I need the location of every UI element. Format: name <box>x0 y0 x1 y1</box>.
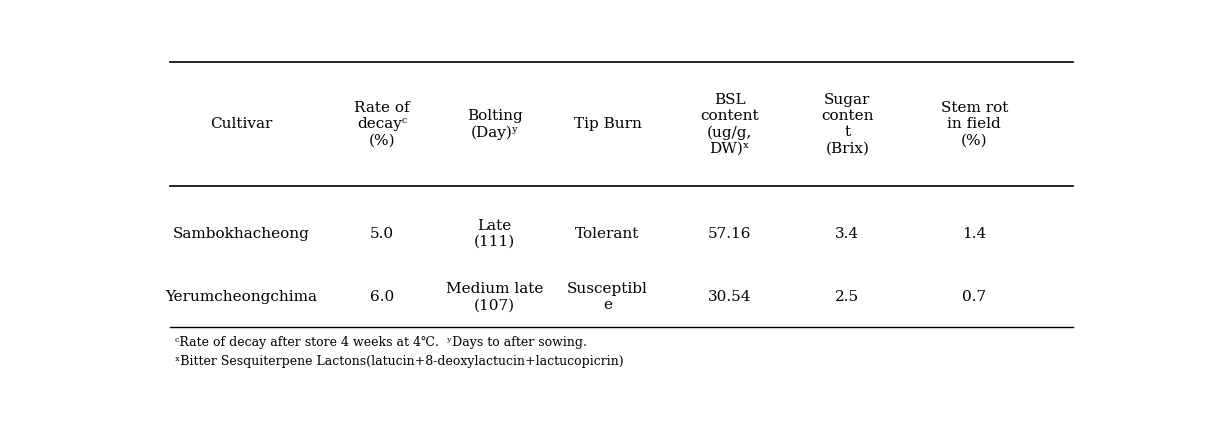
Text: Bolting
(Day)ʸ: Bolting (Day)ʸ <box>467 109 523 139</box>
Text: Late
(111): Late (111) <box>474 219 516 249</box>
Text: Rate of
decayᶜ
(%): Rate of decayᶜ (%) <box>354 101 410 148</box>
Text: ᶜRate of decay after store 4 weeks at 4℃.  ʸDays to after sowing.: ᶜRate of decay after store 4 weeks at 4℃… <box>175 336 587 349</box>
Text: Tip Burn: Tip Burn <box>574 117 642 131</box>
Text: Sugar
conten
t
(Brix): Sugar conten t (Brix) <box>821 93 873 156</box>
Text: Cultivar: Cultivar <box>210 117 272 131</box>
Text: Medium late
(107): Medium late (107) <box>446 282 543 312</box>
Text: Tolerant: Tolerant <box>575 227 639 241</box>
Text: Yerumcheongchima: Yerumcheongchima <box>165 290 317 304</box>
Text: BSL
content
(ug/g,
DW)ˣ: BSL content (ug/g, DW)ˣ <box>700 93 759 156</box>
Text: 6.0: 6.0 <box>370 290 394 304</box>
Text: 30.54: 30.54 <box>708 290 752 304</box>
Text: Sambokhacheong: Sambokhacheong <box>172 227 309 241</box>
Text: 5.0: 5.0 <box>370 227 394 241</box>
Text: 1.4: 1.4 <box>962 227 986 241</box>
Text: 3.4: 3.4 <box>836 227 859 241</box>
Text: Susceptibl
e: Susceptibl e <box>568 282 648 312</box>
Text: 57.16: 57.16 <box>708 227 752 241</box>
Text: ˣBitter Sesquiterpene Lactons(latucin+8-deoxylactucin+lactucopicrin): ˣBitter Sesquiterpene Lactons(latucin+8-… <box>175 355 623 368</box>
Text: 0.7: 0.7 <box>962 290 986 304</box>
Text: 2.5: 2.5 <box>836 290 859 304</box>
Text: Stem rot
in field
(%): Stem rot in field (%) <box>940 101 1008 148</box>
